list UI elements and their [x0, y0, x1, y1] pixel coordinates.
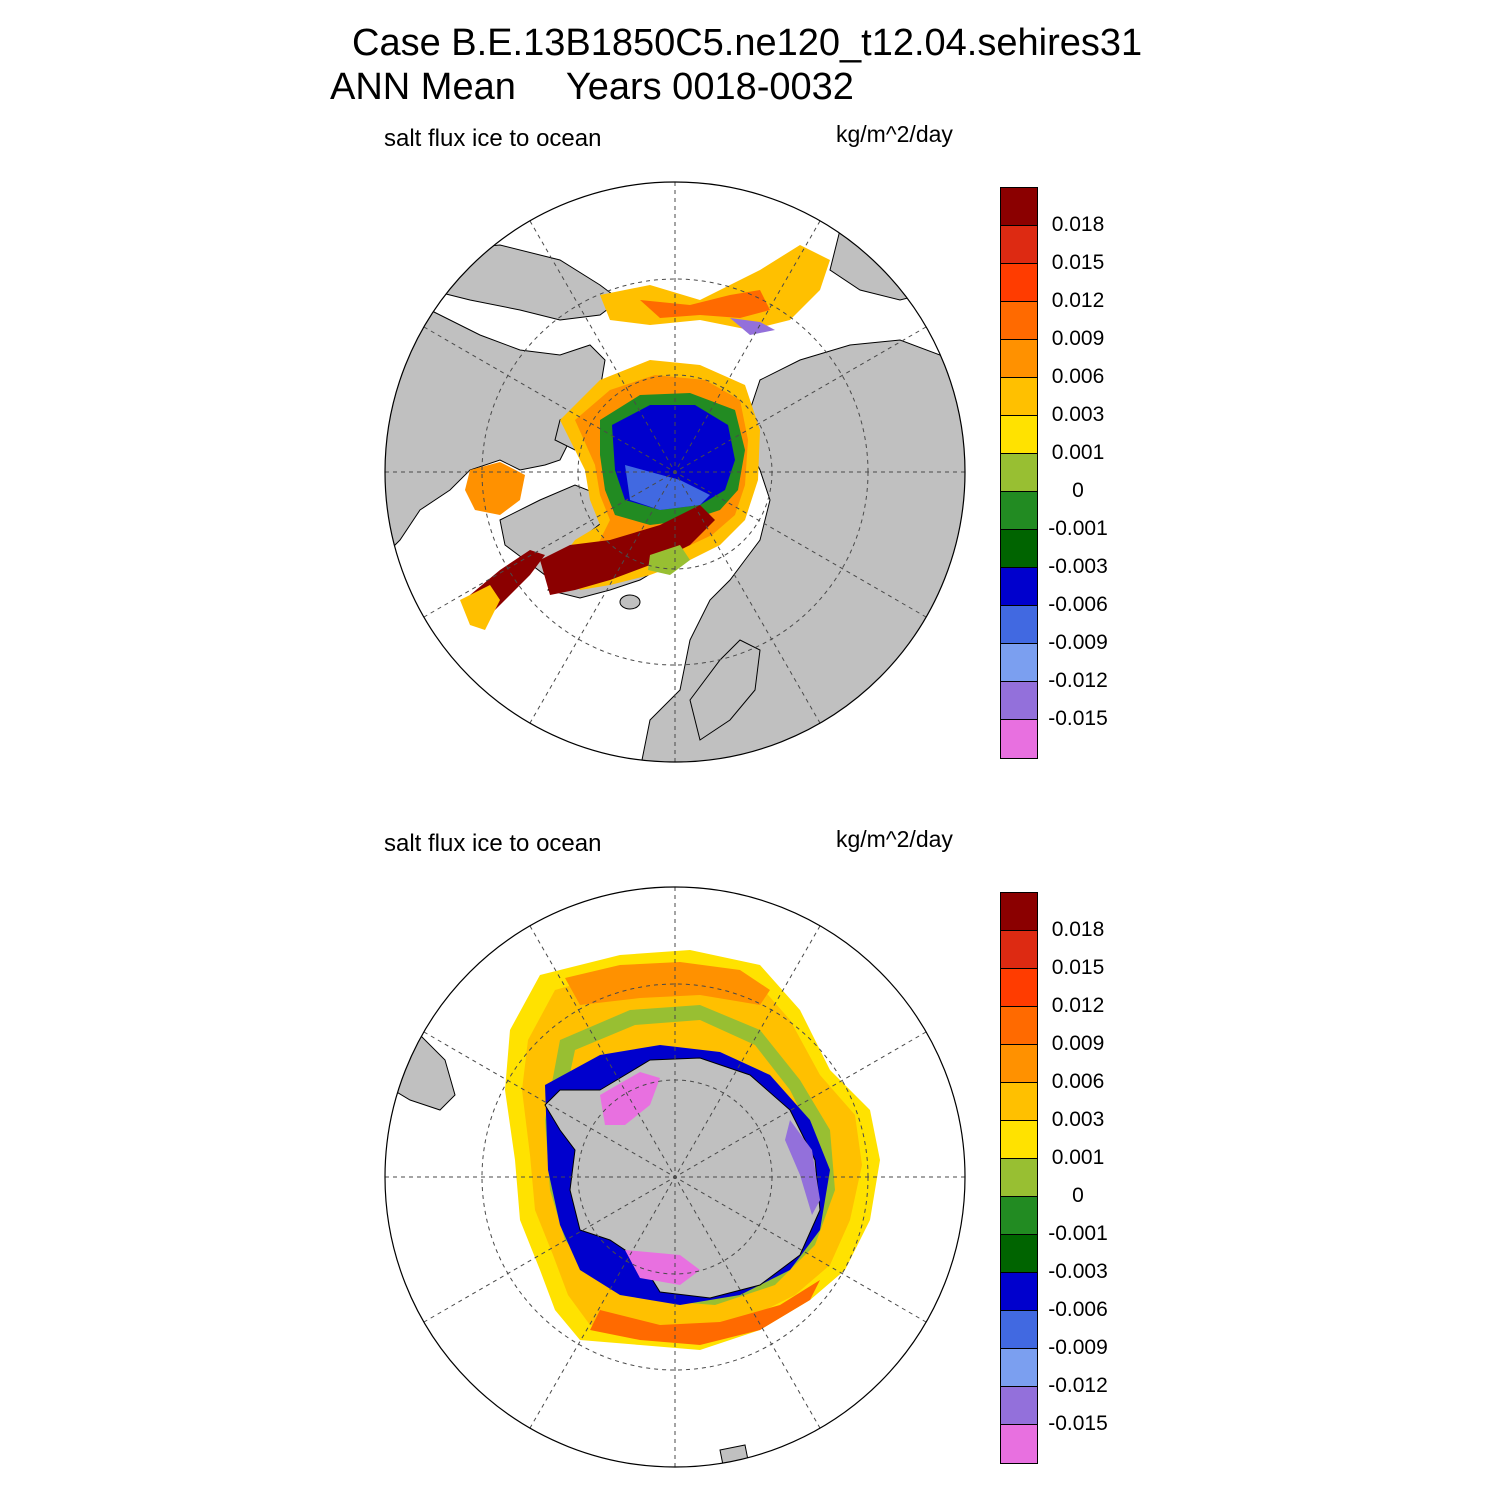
- colorbar-label: 0.006: [1051, 365, 1105, 388]
- colorbar-label: 0.009: [1051, 1032, 1105, 1055]
- colorbar-swatch: [1001, 969, 1037, 1007]
- north-map-border: [384, 181, 966, 763]
- years-label: Years 0018-0032: [565, 66, 854, 108]
- colorbar-label: -0.001: [1048, 1222, 1108, 1245]
- colorbar-label: -0.015: [1048, 1412, 1108, 1435]
- colorbar-label: 0.015: [1051, 251, 1105, 274]
- colorbar-label: -0.006: [1048, 1298, 1108, 1321]
- panel1-variable-label: salt flux ice to ocean: [384, 125, 602, 152]
- colorbar-label: -0.012: [1048, 1374, 1108, 1397]
- colorbar-label: -0.015: [1048, 707, 1108, 730]
- colorbar-label: 0.015: [1051, 956, 1105, 979]
- colorbar-swatch: [1001, 492, 1037, 530]
- colorbar-swatch: [1001, 568, 1037, 606]
- colorbar-label: 0.006: [1051, 1070, 1105, 1093]
- figure-subtitle: ANN Mean Years 0018-0032: [330, 66, 854, 109]
- flux-labrador-orange: [460, 585, 500, 630]
- colorbar-swatch: [1001, 720, 1037, 758]
- colorbar-swatch: [1001, 1273, 1037, 1311]
- colorbar-label: 0.012: [1051, 289, 1105, 312]
- south-map-border: [384, 886, 966, 1468]
- colorbar-swatch: [1001, 264, 1037, 302]
- flux-bering-purple: [730, 318, 775, 335]
- colorbar-swatch: [1001, 1387, 1037, 1425]
- colorbar-label: -0.009: [1048, 1336, 1108, 1359]
- colorbar-swatch: [1001, 1159, 1037, 1197]
- bering-land-west: [429, 244, 621, 321]
- colorbar-label: -0.006: [1048, 593, 1108, 616]
- colorbar-swatch: [1001, 530, 1037, 568]
- figure-title: Case B.E.13B1850C5.ne120_t12.04.sehires3…: [352, 22, 1143, 64]
- north-polar-map: [385, 182, 965, 762]
- colorbar-swatch: [1001, 302, 1037, 340]
- colorbar-label: -0.012: [1048, 669, 1108, 692]
- colorbar-label: 0: [1072, 479, 1084, 502]
- colorbar-swatch: [1001, 1121, 1037, 1159]
- colorbar-label: -0.003: [1048, 1260, 1108, 1283]
- north-america-landmass: [385, 289, 606, 562]
- africa-tip: [719, 1444, 751, 1467]
- svalbard-island: [619, 594, 641, 610]
- flux-orange-redrim-bottom: [590, 1280, 820, 1345]
- south-graticule: [385, 887, 965, 1467]
- colorbar-swatch: [1001, 893, 1037, 931]
- colorbar-label: 0: [1072, 1184, 1084, 1207]
- colorbar-swatch: [1001, 1311, 1037, 1349]
- flux-orange-redrim-top: [565, 962, 770, 1005]
- panel2-variable-label: salt flux ice to ocean: [384, 830, 602, 857]
- colorbar-label: 0.012: [1051, 994, 1105, 1017]
- colorbar-label: 0.003: [1051, 1108, 1105, 1131]
- season-label: ANN Mean: [330, 66, 516, 108]
- colorbar-label: -0.003: [1048, 555, 1108, 578]
- flux-bering-red: [640, 290, 770, 318]
- flux-darkred-greenland-edge: [540, 505, 715, 595]
- colorbar-swatch: [1001, 1045, 1037, 1083]
- north-salt-flux-field: [460, 245, 830, 630]
- colorbar-swatch: [1001, 454, 1037, 492]
- colorbar-swatch: [1001, 188, 1037, 226]
- panel1-units-label: kg/m^2/day: [836, 121, 953, 147]
- colorbar-swatch: [1001, 1235, 1037, 1273]
- colorbar-label: -0.001: [1048, 517, 1108, 540]
- colorbar-label: 0.018: [1051, 213, 1105, 236]
- colorbar-swatch: [1001, 682, 1037, 720]
- flux-blue-light-patch: [625, 465, 710, 510]
- north-graticule: [385, 182, 965, 762]
- panel2-units-label: kg/m^2/day: [836, 826, 953, 852]
- colorbar-swatch: [1001, 1197, 1037, 1235]
- europe-west-land: [689, 639, 761, 741]
- colorbar-north: [1000, 187, 1038, 759]
- colorbar-label: 0.001: [1051, 1146, 1105, 1169]
- colorbar-label: 0.001: [1051, 441, 1105, 464]
- colorbar-label: -0.009: [1048, 631, 1108, 654]
- colorbar-label: 0.003: [1051, 403, 1105, 426]
- colorbar-swatch: [1001, 226, 1037, 264]
- colorbar-swatch: [1001, 1425, 1037, 1463]
- colorbar-swatch: [1001, 416, 1037, 454]
- colorbar-swatch: [1001, 931, 1037, 969]
- colorbar-label: 0.018: [1051, 918, 1105, 941]
- colorbar-south: [1000, 892, 1038, 1464]
- flux-baffin-orange: [465, 462, 525, 515]
- colorbar-swatch: [1001, 606, 1037, 644]
- colorbar-swatch: [1001, 340, 1037, 378]
- colorbar-swatch: [1001, 378, 1037, 416]
- ross-pink: [625, 1250, 700, 1285]
- colorbar-swatch: [1001, 1007, 1037, 1045]
- colorbar-swatch: [1001, 1349, 1037, 1387]
- south-polar-map: [385, 887, 965, 1467]
- colorbar-swatch: [1001, 1083, 1037, 1121]
- colorbar-swatch: [1001, 644, 1037, 682]
- east-antarctica-purple-edge: [785, 1120, 820, 1215]
- colorbar-label: 0.009: [1051, 327, 1105, 350]
